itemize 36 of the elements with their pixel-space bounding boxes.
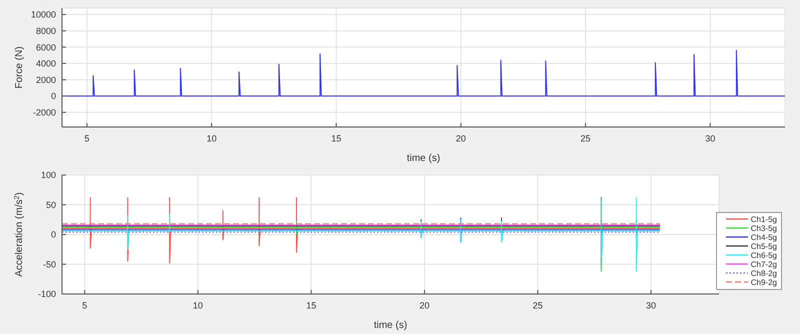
x-tick-label: 10 bbox=[192, 300, 203, 310]
y-tick-label: -100 bbox=[38, 289, 56, 300]
y-tick-label: 2000 bbox=[36, 74, 56, 85]
x-tick-label: 30 bbox=[646, 300, 656, 310]
legend-label: Ch9-2g bbox=[750, 278, 777, 286]
y-axis-title: Force (N) bbox=[14, 46, 25, 89]
y-tick-label: -2000 bbox=[32, 108, 56, 118]
legend-label: Ch3-5g bbox=[750, 224, 777, 232]
y-tick-label: -50 bbox=[42, 259, 56, 270]
y-tick-label: 50 bbox=[46, 200, 56, 210]
x-axis-title: time (s) bbox=[374, 320, 408, 331]
y-tick-label: 0 bbox=[50, 230, 56, 240]
x-axis-title: time (s) bbox=[406, 153, 440, 164]
x-tick-label: 30 bbox=[705, 133, 716, 144]
x-tick-label: 25 bbox=[532, 300, 543, 310]
line-series bbox=[62, 220, 661, 272]
y-tick-label: 100 bbox=[40, 170, 56, 180]
y-tick-label: 0 bbox=[50, 91, 56, 102]
y-tick-label: 8000 bbox=[36, 26, 56, 36]
x-tick-label: 20 bbox=[419, 300, 430, 310]
y-tick-label: 10000 bbox=[30, 10, 56, 20]
x-tick-label: 5 bbox=[82, 300, 88, 310]
x-tick-label: 15 bbox=[306, 300, 316, 310]
legend-label: Ch4-5g bbox=[750, 232, 777, 242]
x-tick-label: 25 bbox=[580, 133, 591, 144]
legend-label: Ch7-2g bbox=[750, 260, 777, 268]
legend-label: Ch6-5g bbox=[750, 250, 777, 260]
legend-label: Ch8-2g bbox=[750, 268, 777, 278]
legend-label: Ch1-5g bbox=[750, 214, 777, 224]
y-tick-label: 6000 bbox=[36, 42, 56, 52]
y-tick-label: 4000 bbox=[36, 58, 56, 69]
x-tick-label: 15 bbox=[331, 133, 342, 144]
x-tick-label: 5 bbox=[84, 133, 90, 144]
x-tick-label: 10 bbox=[206, 133, 217, 144]
legend-label: Ch5-5g bbox=[750, 242, 777, 250]
x-tick-label: 20 bbox=[456, 133, 466, 144]
